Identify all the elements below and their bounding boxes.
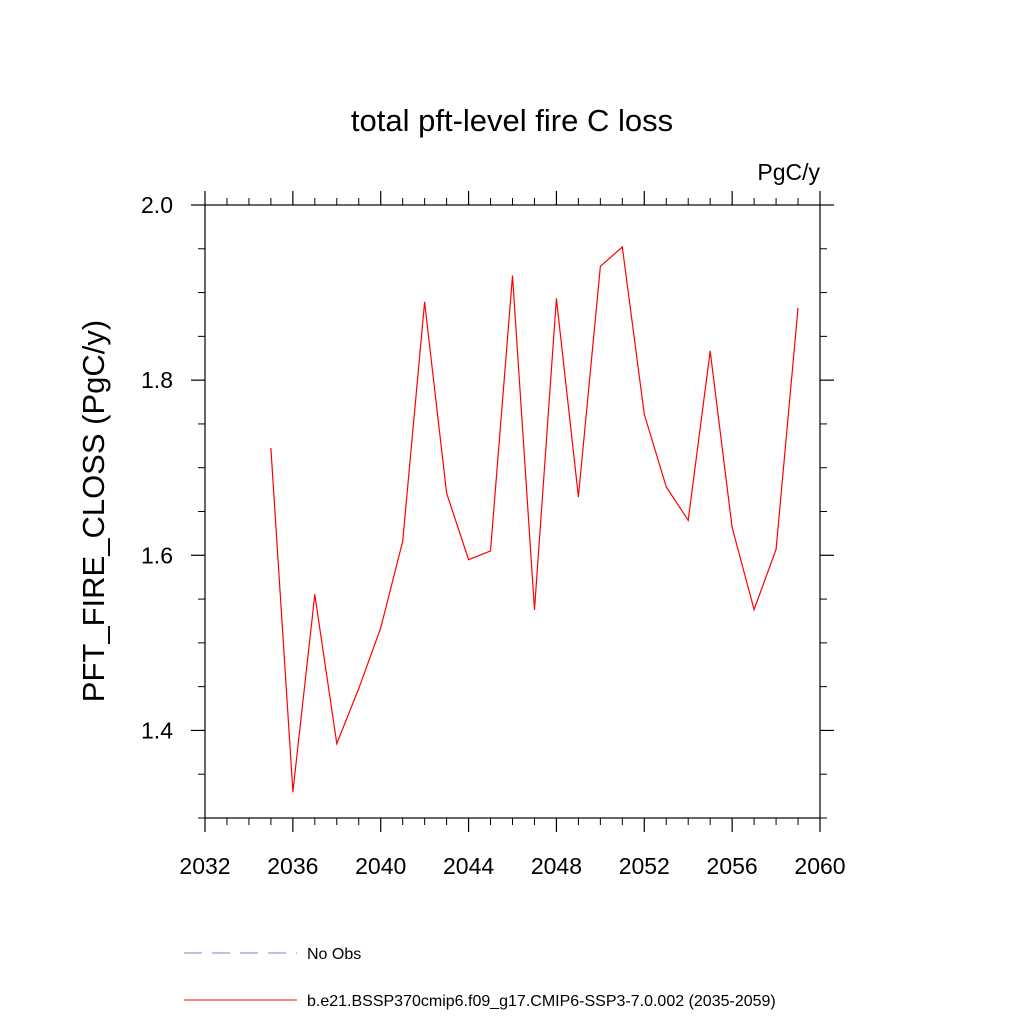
plot-frame <box>204 204 821 819</box>
legend-label: b.e21.BSSP370cmip6.f09_g17.CMIP6-SSP3-7.… <box>307 993 776 1010</box>
data-point <box>577 496 579 498</box>
x-axis: 2032 2036 2040 2044 2048 2052 2056 2060 <box>179 191 846 879</box>
x-tick-label: 2040 <box>355 853 406 879</box>
y-axis: 1.4 1.6 1.8 2.0 <box>141 192 834 819</box>
series-line <box>270 245 799 792</box>
series-layer <box>270 245 799 793</box>
x-tick-label: 2044 <box>443 853 494 879</box>
data-point <box>511 275 514 277</box>
units-label: PgC/y <box>757 159 820 185</box>
data-point <box>621 246 623 248</box>
data-point <box>599 265 601 267</box>
data-point <box>709 350 711 352</box>
data-point <box>292 791 294 793</box>
data-point <box>753 608 755 611</box>
data-point <box>533 608 536 611</box>
x-tick-label: 2052 <box>619 853 670 879</box>
data-point <box>358 687 360 689</box>
data-point <box>467 559 470 561</box>
legend: No Obs b.e21.BSSP370cmip6.f09_g17.CMIP6-S… <box>184 946 776 1010</box>
chart-title: total pft-level fire C loss <box>351 103 673 138</box>
data-point <box>402 540 404 542</box>
x-tick-label: 2056 <box>707 853 758 879</box>
data-point <box>555 298 558 300</box>
data-point <box>424 301 426 303</box>
y-tick-label: 2.0 <box>141 192 173 218</box>
y-tick-label: 1.4 <box>141 717 173 743</box>
data-point <box>446 492 448 494</box>
y-axis-label: PFT_FIRE_CLOSS (PgC/y) <box>76 320 111 702</box>
y-tick-label: 1.8 <box>141 367 173 393</box>
x-tick-label: 2032 <box>179 853 230 879</box>
data-point <box>336 742 338 745</box>
data-point <box>797 307 799 309</box>
data-point <box>270 447 272 450</box>
data-point <box>314 594 316 596</box>
y-tick-label: 1.6 <box>141 542 173 568</box>
data-point <box>489 550 492 552</box>
legend-label: No Obs <box>307 946 361 963</box>
data-point <box>643 413 645 415</box>
x-tick-label: 2060 <box>794 853 845 879</box>
data-point <box>687 519 689 521</box>
x-tick-label: 2036 <box>267 853 318 879</box>
data-point <box>731 526 733 528</box>
data-point <box>380 627 382 629</box>
data-point <box>775 548 777 550</box>
x-tick-label: 2048 <box>531 853 582 879</box>
data-point <box>665 486 667 488</box>
